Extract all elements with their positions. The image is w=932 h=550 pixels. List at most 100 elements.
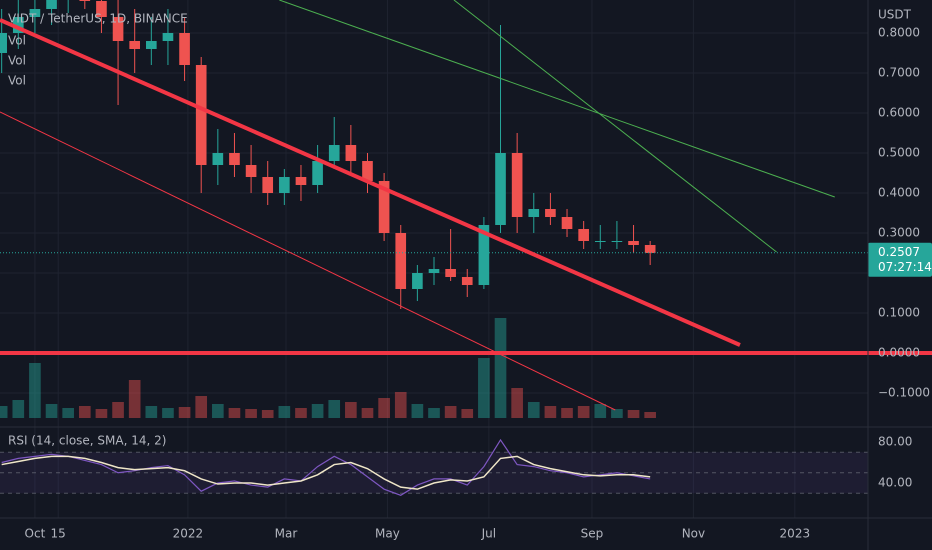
y-tick-label: 0.6000 (878, 106, 920, 120)
candle-body (328, 145, 340, 161)
candle-body (162, 33, 174, 41)
candle-body (262, 177, 274, 193)
rsi-line (1, 455, 651, 490)
volume-bar (394, 392, 407, 418)
candle-body (312, 161, 323, 185)
volume-bar (45, 404, 58, 418)
y-tick-label: 0.0000 (878, 346, 920, 360)
indicator-label: Vol (8, 54, 26, 68)
candle-body (395, 233, 407, 289)
price-pane (0, 0, 868, 418)
candle-body (611, 241, 623, 242)
volume-bar (0, 406, 8, 418)
indicator-label: Vol (8, 34, 26, 48)
candle-body (545, 209, 556, 217)
chart-title: VIDT / TetherUS, 1D, BINANCE (8, 12, 188, 26)
volume-bar (278, 406, 291, 418)
candle-body (245, 165, 257, 177)
volume-bar (195, 396, 208, 418)
volume-bar (494, 318, 507, 418)
countdown: 07:27:14 (878, 260, 932, 274)
volume-bar (62, 408, 74, 418)
volume-bar (78, 406, 91, 418)
y-tick-label: 0.4000 (878, 186, 920, 200)
volume-bar (12, 400, 25, 418)
candle-body (229, 153, 240, 165)
volume-bar (411, 404, 424, 418)
volume-bar (178, 407, 191, 418)
volume-bar (378, 398, 390, 418)
candle-body (428, 269, 440, 273)
volume-bar (444, 406, 457, 418)
candle-body (212, 153, 224, 165)
candle-body (628, 241, 639, 245)
candle-body (112, 17, 124, 41)
volume-bar (461, 409, 474, 418)
candle-body (511, 153, 523, 217)
last-price-label: 0.2507 (878, 245, 920, 259)
candle-body (12, 17, 24, 33)
candle-body (145, 41, 157, 49)
volume-bar (228, 408, 241, 418)
candle-body (495, 153, 506, 225)
volume-bar (328, 400, 341, 418)
volume-bar (511, 388, 523, 418)
candle-body (179, 33, 190, 65)
x-tick-label: Oct (25, 527, 46, 541)
volume-bar (245, 409, 257, 418)
last-price-badge (868, 242, 932, 277)
volume-bar (611, 409, 623, 418)
x-tick-label: Jul (481, 527, 496, 541)
candle-body (578, 229, 589, 241)
y-tick-label: 0.3000 (878, 226, 920, 240)
candle-body (79, 0, 91, 1)
volume-bar (212, 404, 224, 418)
volume-bar (95, 409, 108, 418)
x-tick-label: 15 (51, 527, 66, 541)
trend-line (279, 0, 835, 198)
candle-body (96, 1, 107, 17)
volume-bar (112, 402, 124, 418)
candle-body (594, 241, 606, 242)
axes: Oct 15 2022 Mar May Jul Sep Nov 2023 −0.1000 0.000… (25, 26, 932, 541)
candle-body (345, 145, 357, 161)
y-tick-label: −0.1000 (878, 386, 930, 400)
rsi-pane (0, 438, 868, 496)
volume-bar (261, 410, 274, 418)
candle-body (528, 209, 540, 217)
drawings (0, 0, 932, 411)
volume-bar (644, 412, 656, 418)
candle-body (445, 269, 456, 277)
candle-body (129, 41, 141, 49)
x-tick-label: Nov (682, 527, 705, 541)
y-tick-label: 0.1000 (878, 306, 920, 320)
candle-body (362, 161, 373, 181)
trend-line (0, 111, 616, 411)
indicator-label: Vol (8, 74, 26, 88)
rsi-line (1, 438, 651, 496)
volume-bar (29, 363, 41, 418)
volume-bar (295, 408, 307, 418)
volume-bar (527, 402, 540, 418)
candle-body (46, 0, 57, 9)
candle-body (295, 177, 307, 185)
volume-bar (145, 406, 158, 418)
axis-label: USDT (878, 8, 912, 22)
volume-bar (577, 406, 590, 418)
candle-body (561, 217, 573, 229)
candle-body (195, 65, 207, 165)
y-tick-label: 0.5000 (878, 146, 920, 160)
rsi-title: RSI (14, close, SMA, 14, 2) (8, 434, 166, 448)
trend-line (0, 18, 741, 347)
candle-body (478, 225, 490, 285)
x-tick-label: Mar (275, 527, 298, 541)
y-tick-label: 0.8000 (878, 26, 920, 40)
x-tick-label: 2022 (173, 527, 204, 541)
volume-bar (428, 408, 440, 418)
candle-body (644, 245, 656, 253)
volume-bar (594, 404, 607, 418)
candle-body (279, 177, 290, 193)
x-tick-label: 2023 (780, 527, 811, 541)
x-tick-label: May (375, 527, 400, 541)
